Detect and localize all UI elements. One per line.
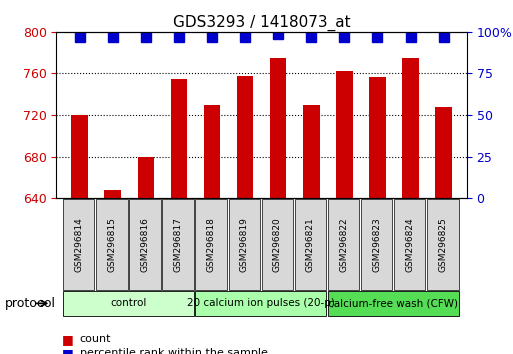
Text: GSM296816: GSM296816 (141, 217, 149, 272)
Text: GSM296815: GSM296815 (107, 217, 116, 272)
Bar (402, 58, 419, 198)
Text: GSM296820: GSM296820 (273, 217, 282, 272)
Bar (436, 107, 452, 198)
Text: GSM296825: GSM296825 (438, 217, 447, 272)
Text: GSM296817: GSM296817 (173, 217, 183, 272)
Bar (237, 75, 253, 198)
Bar (303, 105, 320, 198)
Bar (105, 190, 121, 198)
Text: GSM296824: GSM296824 (405, 217, 414, 272)
Text: count: count (80, 334, 111, 344)
Text: percentile rank within the sample: percentile rank within the sample (80, 348, 267, 354)
Text: ■: ■ (62, 333, 73, 346)
Bar (369, 76, 386, 198)
Text: GSM296819: GSM296819 (240, 217, 249, 272)
Text: GSM296823: GSM296823 (372, 217, 381, 272)
Text: protocol: protocol (5, 297, 56, 310)
Text: 20 calcium ion pulses (20-p): 20 calcium ion pulses (20-p) (187, 298, 335, 308)
Text: calcium-free wash (CFW): calcium-free wash (CFW) (328, 298, 458, 308)
Bar (137, 156, 154, 198)
Text: ■: ■ (62, 347, 73, 354)
Bar (171, 79, 187, 198)
Text: GSM296818: GSM296818 (207, 217, 215, 272)
Bar (336, 72, 352, 198)
Bar (204, 105, 220, 198)
Text: GSM296814: GSM296814 (74, 217, 83, 272)
Text: GSM296822: GSM296822 (339, 217, 348, 272)
Bar (270, 58, 286, 198)
Bar (71, 115, 88, 198)
Text: control: control (110, 298, 147, 308)
Title: GDS3293 / 1418073_at: GDS3293 / 1418073_at (173, 14, 350, 30)
Text: GSM296821: GSM296821 (306, 217, 315, 272)
